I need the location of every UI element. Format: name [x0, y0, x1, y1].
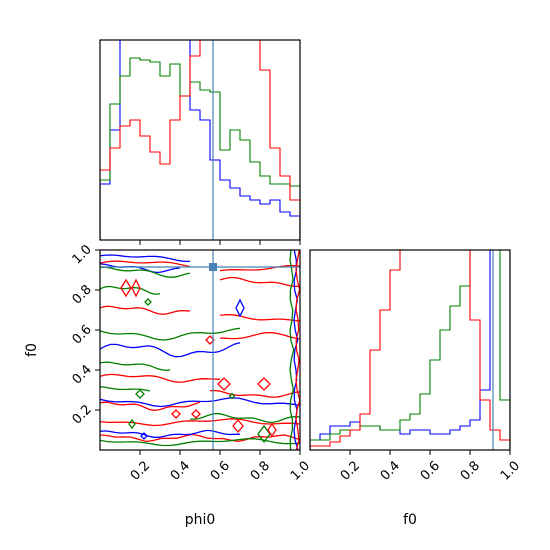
contour-red-3	[100, 305, 191, 315]
contour-y-tick-label: 0.4	[70, 362, 95, 387]
axis-labels: phi0 f0 f0	[24, 343, 417, 528]
axes-frame	[99, 249, 301, 451]
contour-red-edge	[295, 250, 300, 450]
contour-green-20	[100, 386, 151, 392]
contour-red-6	[100, 373, 220, 383]
contour-y-tick-label: 0.6	[70, 322, 95, 347]
truth-marker	[209, 263, 217, 271]
f0-hist-blue-series	[310, 250, 510, 450]
contour-red-4	[219, 314, 300, 322]
contour-loop-red-14	[205, 335, 215, 345]
contour-x-tick-label: 0.6	[208, 458, 233, 483]
contour-loop-red-3	[217, 377, 231, 391]
contour-green-22	[100, 438, 300, 447]
contour-green-edge	[289, 250, 295, 450]
y-axis-label-f0: f0	[24, 343, 40, 357]
contour-green-21	[189, 412, 300, 424]
contour-red-8	[100, 401, 201, 411]
contour-loop-green-7	[228, 392, 236, 400]
contour-loop-green-13	[135, 389, 145, 399]
contour-x-tick-label: 0.4	[168, 458, 193, 483]
contour-blue-13	[100, 342, 241, 358]
f0-hist-x-tick-label: 1.0	[498, 458, 523, 483]
phi0-histogram-panel	[99, 39, 301, 245]
contour-red-7	[209, 389, 300, 398]
contour-blue-11	[100, 254, 190, 263]
contour-loop-red-11	[267, 422, 277, 438]
contour-loop-red-0	[120, 278, 132, 298]
contour-green-19	[100, 361, 171, 371]
contour-red-10	[100, 433, 300, 443]
contour-red-1	[219, 264, 300, 272]
contour-y-tick-label: 0.2	[70, 402, 95, 427]
axes-frame	[99, 39, 301, 241]
contour-loop-red-6	[191, 409, 201, 419]
contour-red-0	[100, 260, 191, 268]
contour-loop-blue-15	[140, 432, 148, 440]
contour-x-tick-label: 0.2	[128, 458, 153, 483]
x-axis-label-phi0: phi0	[185, 512, 216, 528]
contour-green-18	[100, 327, 241, 341]
f0-hist-x-tick-label: 0.4	[378, 458, 403, 483]
axes-frame	[309, 249, 511, 451]
phi0-f0-contour-panel: 0.2 0.4 0.6 0.8 1.0 0.2 0.4 0.6 0.8 1.0	[70, 242, 313, 483]
f0-hist-x-tick-label: 0.8	[458, 458, 483, 483]
f0-hist-red-series	[310, 250, 510, 450]
contour-y-tick-label: 1.0	[70, 242, 95, 267]
f0-hist-x-tick-label: 0.6	[418, 458, 443, 483]
contour-loop-blue-12	[235, 298, 245, 318]
contour-loop-green-8	[128, 418, 136, 430]
contour-y-tick-label: 0.8	[70, 282, 95, 307]
phi0-hist-blue-series	[100, 40, 300, 240]
contour-blue-12	[100, 263, 181, 274]
phi0-hist-red-series	[100, 40, 300, 240]
contour-red-2	[219, 276, 300, 287]
f0-hist-green-series	[310, 250, 510, 450]
contour-blue-14	[100, 397, 300, 408]
contour-x-tick-label: 0.8	[248, 458, 273, 483]
contour-loop-red-9	[232, 418, 244, 434]
contour-red-5	[219, 331, 300, 340]
contour-loop-red-5	[171, 409, 181, 419]
contour-x-tick-label: 1.0	[288, 458, 313, 483]
contour-loop-red-4	[257, 377, 271, 391]
x-axis-label-f0: f0	[403, 512, 417, 528]
phi0-hist-green-series	[100, 57, 300, 240]
contour-loop-green-2	[144, 298, 152, 306]
contour-loop-red-1	[131, 278, 141, 298]
f0-histogram-panel: 0.2 0.4 0.6 0.8 1.0	[309, 249, 523, 484]
contour-green-17	[100, 285, 161, 295]
contour-green-16	[100, 266, 191, 278]
contour-blue-15	[100, 429, 241, 438]
f0-hist-x-tick-label: 0.2	[338, 458, 363, 483]
